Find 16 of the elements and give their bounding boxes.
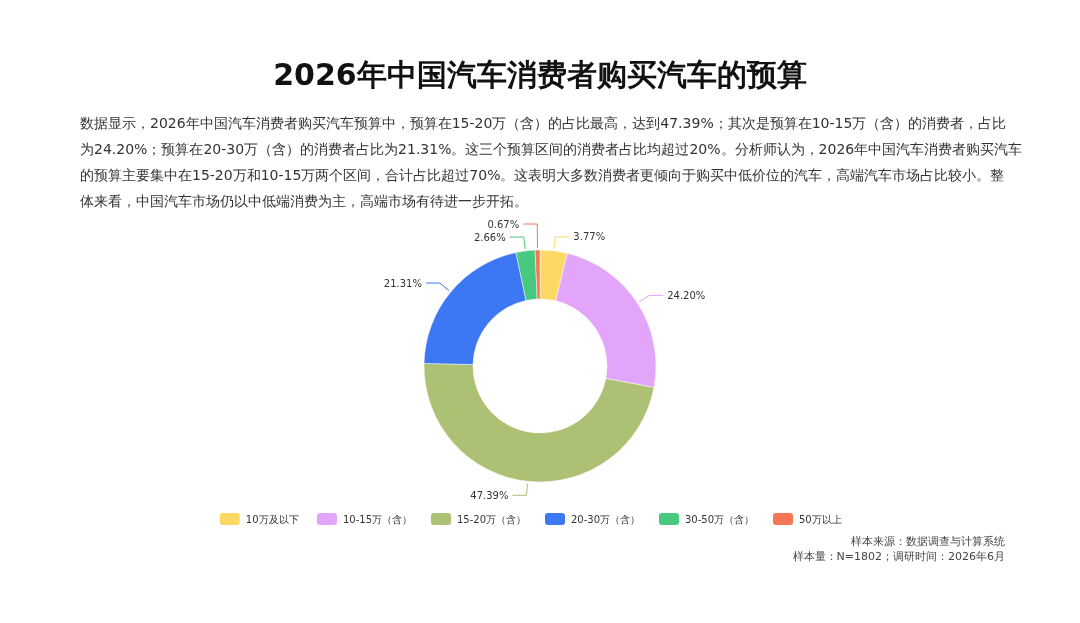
data-label: 3.77% xyxy=(573,231,606,243)
legend-label: 10-15万（含） xyxy=(343,513,413,525)
chart-title: 2026年中国汽车消费者购买汽车的预算 xyxy=(273,57,807,92)
legend-label: 10万及以下 xyxy=(245,513,299,525)
data-label: 21.31% xyxy=(383,277,422,289)
data-label: 2.66% xyxy=(473,231,506,243)
data-label: 0.67% xyxy=(487,218,520,230)
data-label: 24.20% xyxy=(667,289,706,301)
legend-label: 50万以上 xyxy=(799,513,842,525)
legend-label: 30-50万（含） xyxy=(685,513,755,525)
text: 样本量：N=1802；调研时间：2026年6月 xyxy=(792,550,1005,563)
data-label: 47.39% xyxy=(470,489,509,501)
legend-label: 15-20万（含） xyxy=(457,513,527,525)
legend-label: 20-30万（含） xyxy=(571,513,641,525)
chart-subtitle: 数据显示，2026年中国汽车消费者购买汽车预算中，预算在15-20万（含）的占比最高，达到47.39%；其次是预算在10-15万（含）的消费者，占比为24.20%；预算在20-30万（含）的消费者占比为21.31%。这三个预算区间的消费者占比均超过20%。分析师认为，2026年中国汽车消费者购买汽车的预算主要集中在15-20万和10-15万两个区间，合计占比超过70%。这表明大多数消费者更倾向于购买中低价位的汽车，高端汽车市场占比较小。整体来看，中国汽车市场仍以中低端消费为主，高端市场有待进一步开拓。 xyxy=(80,115,1023,209)
text: 样本来源：数据调查与计算系统 xyxy=(851,535,1005,548)
